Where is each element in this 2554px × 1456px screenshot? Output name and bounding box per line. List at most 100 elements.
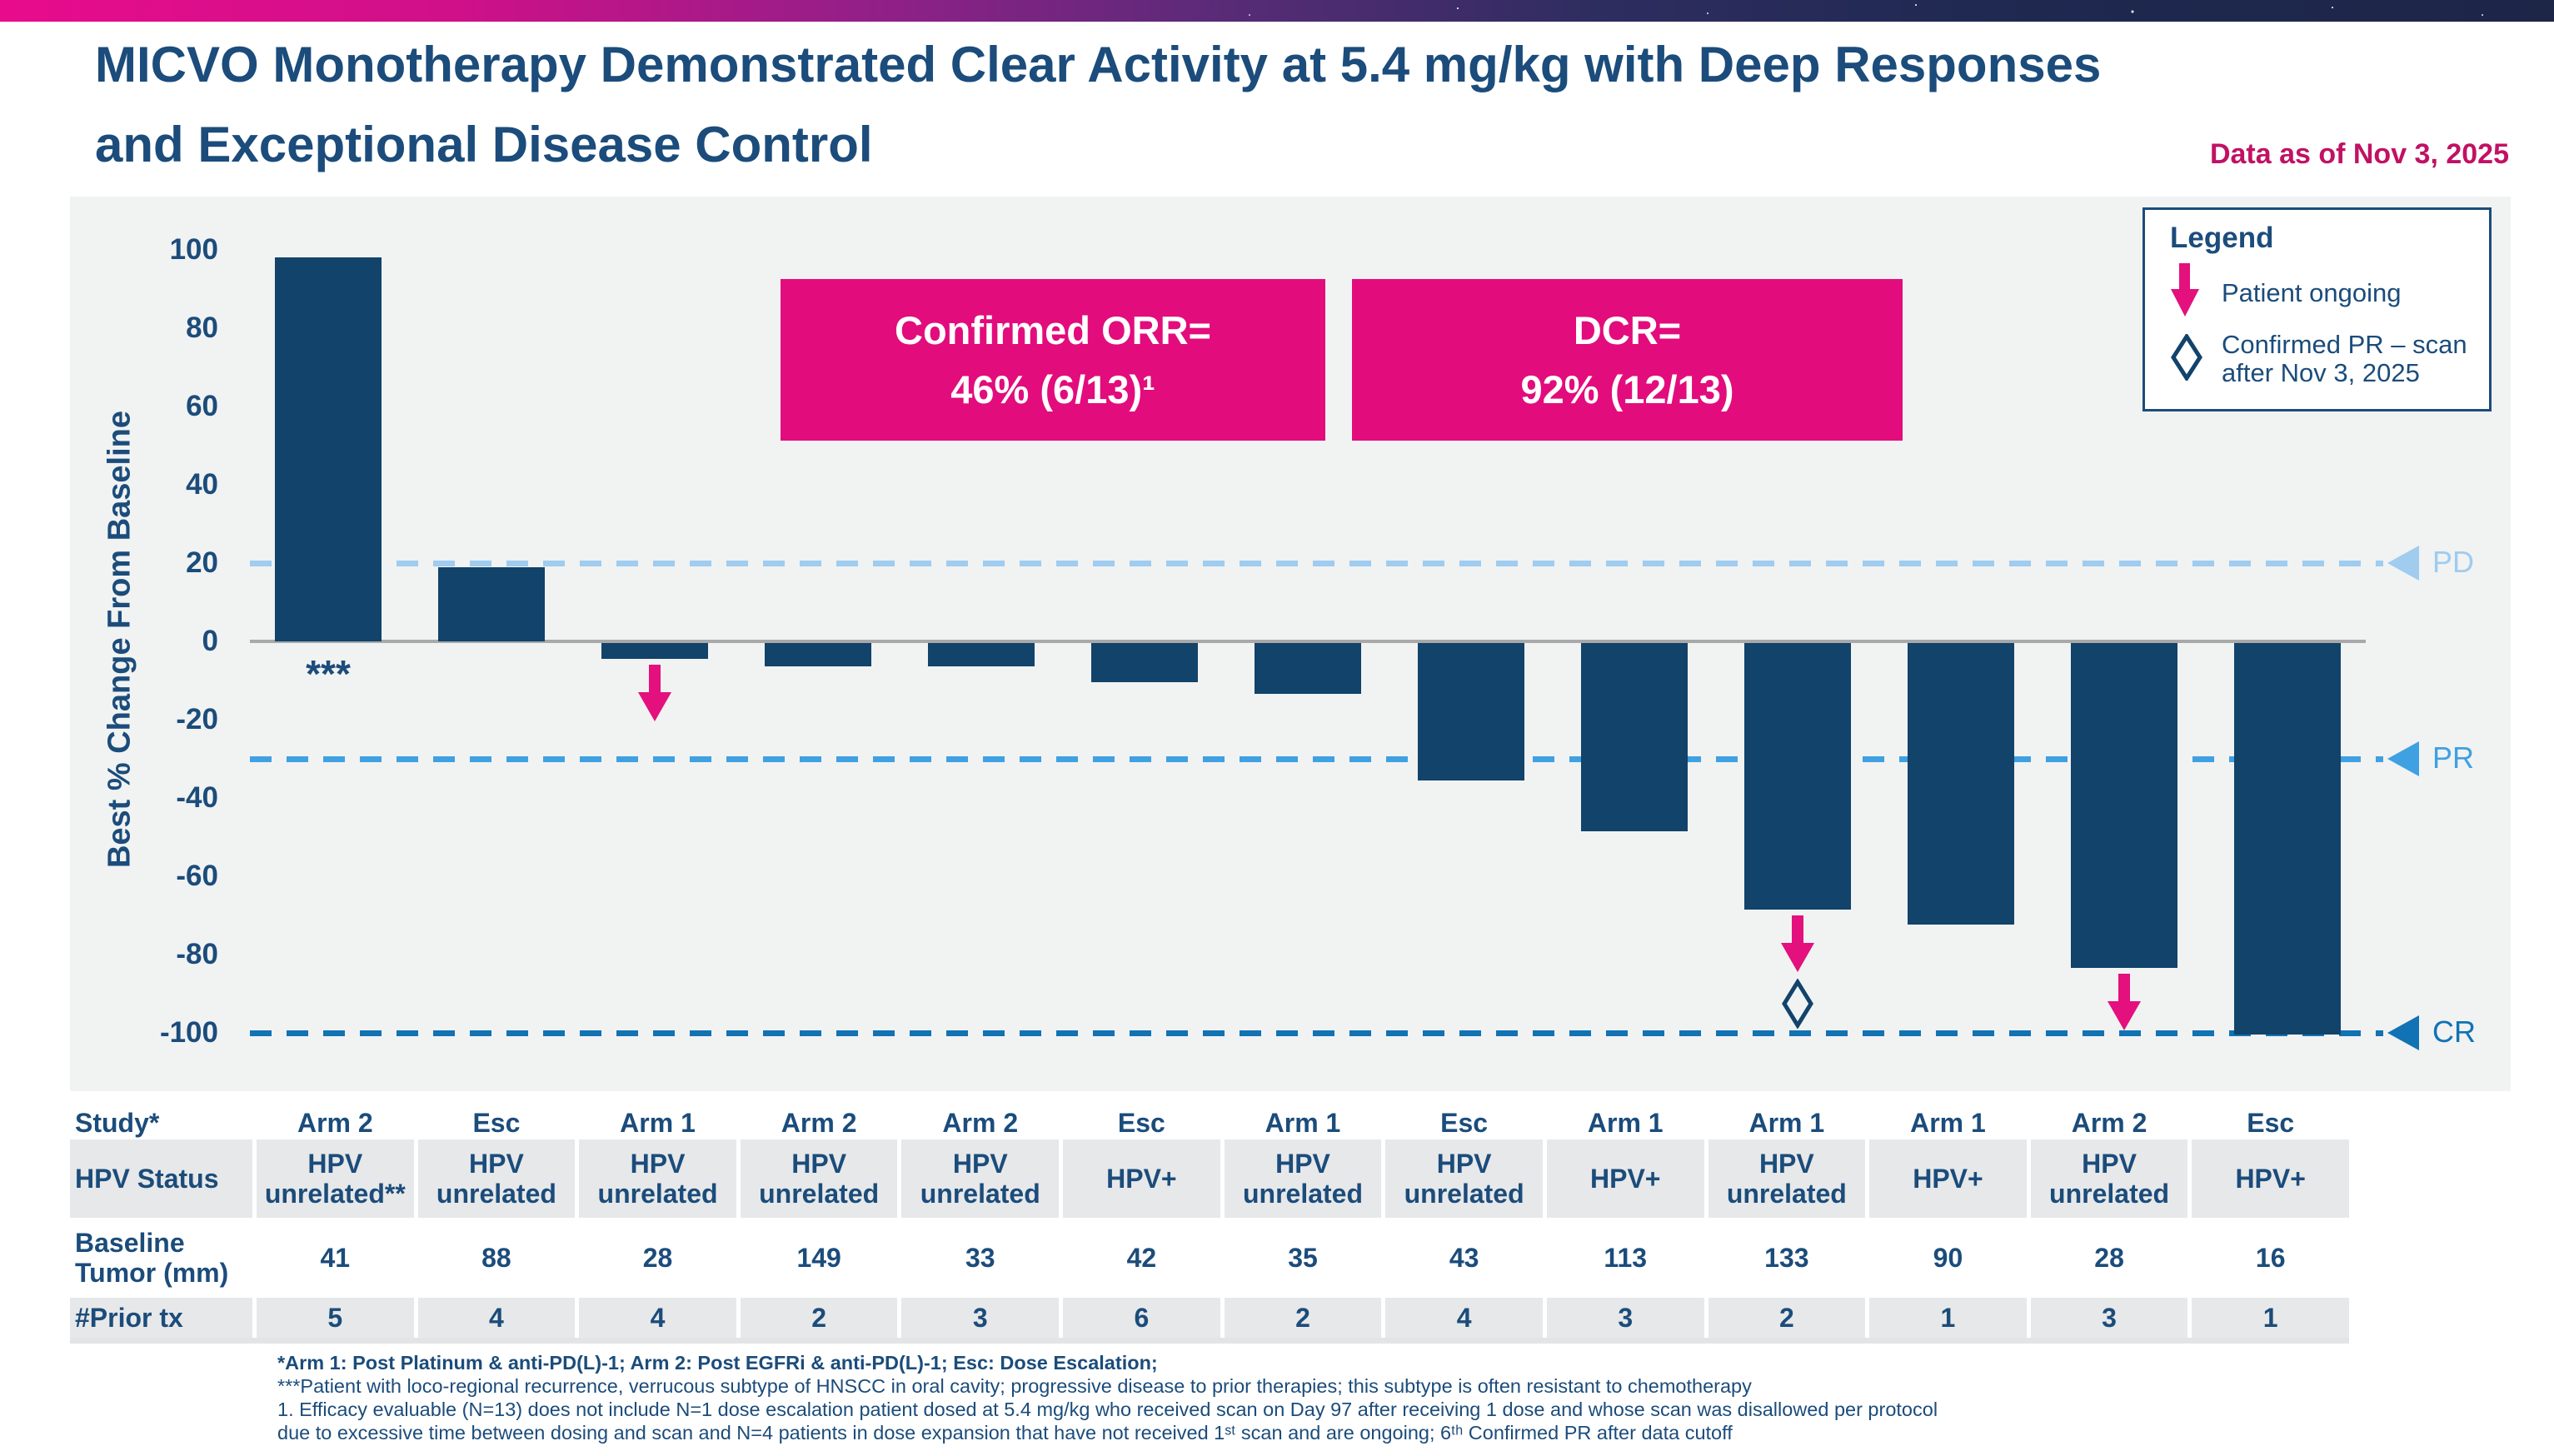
bar-patient-5 — [928, 643, 1035, 667]
table-cell-study-4: Arm 2 — [781, 1108, 857, 1138]
ref-label-cr: CR — [2432, 1015, 2476, 1049]
y-tick--40: -40 — [176, 781, 218, 814]
table-cell-baseline-tumor-3: 28 — [642, 1243, 673, 1273]
table-cell-hpv-status-9: HPV+ — [1546, 1139, 1704, 1218]
table-cell-prior-tx-13: 1 — [2192, 1298, 2349, 1338]
table-cell-baseline-tumor-8: 43 — [1449, 1243, 1479, 1273]
diamond-outline-icon — [2170, 332, 2222, 385]
table-cell-study-11: Arm 1 — [1910, 1108, 1986, 1138]
table-row-label-baseline-tumor: Baseline Tumor (mm) — [75, 1228, 229, 1288]
footnote-2: ***Patient with loco-regional recurrence… — [277, 1375, 1752, 1397]
page-title: MICVO Monotherapy Demonstrated Clear Act… — [95, 25, 2511, 185]
dcr-label: DCR= — [1573, 308, 1682, 352]
ref-label-pd: PD — [2432, 545, 2475, 579]
table-cell-hpv-status-1: HPV unrelated** — [257, 1139, 414, 1218]
page-title-line1: MICVO Monotherapy Demonstrated Clear Act… — [95, 37, 2102, 92]
table-cell-study-13: Esc — [2247, 1108, 2295, 1138]
table-cell-study-2: Esc — [472, 1108, 521, 1138]
dcr-value: 92% (12/13) — [1520, 367, 1734, 411]
table-cell-baseline-tumor-4: 149 — [796, 1243, 841, 1273]
table-cell-hpv-status-3: HPV unrelated — [579, 1139, 736, 1218]
legend-item-ongoing: Patient ongoing — [2170, 263, 2489, 322]
table-cell-hpv-status-13: HPV+ — [2192, 1139, 2349, 1218]
y-tick-20: 20 — [186, 546, 218, 579]
table-cell-study-3: Arm 1 — [620, 1108, 696, 1138]
chart-panel: Best % Change From Baseline 100 80 60 40 20 0… — [70, 197, 2511, 1091]
table-cell-prior-tx-1: 5 — [257, 1298, 414, 1338]
legend-title: Legend — [2170, 222, 2274, 254]
bar-patient-2 — [438, 566, 545, 641]
ref-line-pr — [250, 756, 2383, 762]
bar-patient-3 — [601, 643, 708, 659]
bar-patient-10 — [1744, 643, 1851, 910]
table-cell-prior-tx-9: 3 — [1546, 1298, 1704, 1338]
y-tick--100: -100 — [159, 1016, 218, 1049]
table-cell-hpv-status-4: HPV unrelated — [740, 1139, 898, 1218]
table-cell-hpv-status-6: HPV+ — [1063, 1139, 1220, 1218]
bar-patient-7 — [1255, 643, 1361, 695]
chart-plot: 100 80 60 40 20 0 -20 -40 -60 -80 -100 PD PR CR *** — [70, 197, 2511, 1091]
table-cell-study-9: Arm 1 — [1587, 1108, 1664, 1138]
bar-patient-6 — [1091, 643, 1198, 682]
table-cell-baseline-tumor-11: 90 — [1933, 1243, 1963, 1273]
y-tick-40: 40 — [186, 468, 218, 501]
data-cutoff-label: Data as of Nov 3, 2025 — [2209, 138, 2509, 170]
footnote-4: due to excessive time between dosing and… — [277, 1422, 1733, 1444]
table-cell-prior-tx-11: 1 — [1869, 1298, 2027, 1338]
footnote-1: *Arm 1: Post Platinum & anti-PD(L)-1; Ar… — [277, 1352, 1158, 1374]
table-cell-study-6: Esc — [1117, 1108, 1165, 1138]
table-cell-hpv-status-10: HPV unrelated — [1708, 1139, 1866, 1218]
ref-arrow-pr — [2387, 741, 2419, 776]
table-cell-baseline-tumor-7: 35 — [1288, 1243, 1318, 1273]
table-cell-hpv-status-12: HPV unrelated — [2030, 1139, 2188, 1218]
ref-arrow-cr — [2387, 1015, 2419, 1050]
bar-patient-8 — [1418, 643, 1524, 780]
table-cell-prior-tx-10: 2 — [1708, 1298, 1866, 1338]
table-cell-study-5: Arm 2 — [942, 1108, 1019, 1138]
table-cell-baseline-tumor-9: 113 — [1604, 1243, 1648, 1273]
legend-item-confirmed-pr: Confirmed PR – scan after Nov 3, 2025 — [2170, 331, 2489, 387]
table-row-label-hpv-status: HPV Status — [70, 1139, 252, 1218]
ref-line-pd — [250, 561, 2383, 566]
y-tick-60: 60 — [186, 390, 218, 422]
y-tick--60: -60 — [176, 860, 218, 892]
bar-patient-12 — [2071, 643, 2177, 969]
patient-ongoing-arrow-icon — [1778, 915, 1817, 978]
table-cell-hpv-status-5: HPV unrelated — [901, 1139, 1060, 1218]
table-cell-baseline-tumor-1: 41 — [320, 1243, 351, 1273]
table-row-label-study: Study* — [75, 1108, 160, 1138]
patient-ongoing-arrow-icon — [636, 664, 674, 727]
y-tick-0: 0 — [202, 625, 218, 657]
bar-patient-9 — [1581, 643, 1688, 831]
table-cell-study-7: Arm 1 — [1265, 1108, 1341, 1138]
orr-label: Confirmed ORR= — [895, 308, 1211, 352]
top-gradient-banner — [0, 0, 2554, 22]
orr-stat-box: Confirmed ORR= 46% (6/13)¹ — [781, 279, 1325, 441]
table-cell-prior-tx-6: 6 — [1063, 1298, 1220, 1338]
table-cell-prior-tx-5: 3 — [901, 1298, 1060, 1338]
table-cell-baseline-tumor-6: 42 — [1126, 1243, 1157, 1273]
table-row-label-prior-tx: #Prior tx — [70, 1298, 252, 1338]
table-cell-prior-tx-3: 4 — [579, 1298, 736, 1338]
pink-down-arrow-icon — [2170, 263, 2222, 322]
legend-item-ongoing-label: Patient ongoing — [2222, 277, 2402, 307]
bar-patient-4 — [765, 643, 871, 667]
table-cell-study-8: Esc — [1440, 1108, 1489, 1138]
table-cell-study-12: Arm 2 — [2071, 1108, 2147, 1138]
table-cell-prior-tx-12: 3 — [2030, 1298, 2188, 1338]
table-cell-baseline-tumor-5: 33 — [965, 1243, 995, 1273]
y-tick-80: 80 — [186, 312, 218, 344]
confirmed-pr-diamond-icon — [1781, 977, 1814, 1033]
bar-annotation-1: *** — [306, 652, 351, 696]
y-tick-100: 100 — [169, 233, 218, 266]
table-cell-hpv-status-11: HPV+ — [1869, 1139, 2027, 1218]
table-cell-prior-tx-2: 4 — [417, 1298, 576, 1338]
table-cell-baseline-tumor-12: 28 — [2094, 1243, 2124, 1273]
page-title-line2: and Exceptional Disease Control — [95, 117, 873, 172]
table-cell-baseline-tumor-10: 133 — [1764, 1243, 1809, 1273]
orr-value: 46% (6/13)¹ — [950, 367, 1155, 411]
legend-item-confirmed-pr-label: Confirmed PR – scan after Nov 3, 2025 — [2222, 330, 2467, 387]
patient-ongoing-arrow-icon — [2105, 974, 2143, 1036]
ref-line-cr — [250, 1030, 2383, 1036]
table-cell-baseline-tumor-13: 16 — [2255, 1243, 2286, 1273]
